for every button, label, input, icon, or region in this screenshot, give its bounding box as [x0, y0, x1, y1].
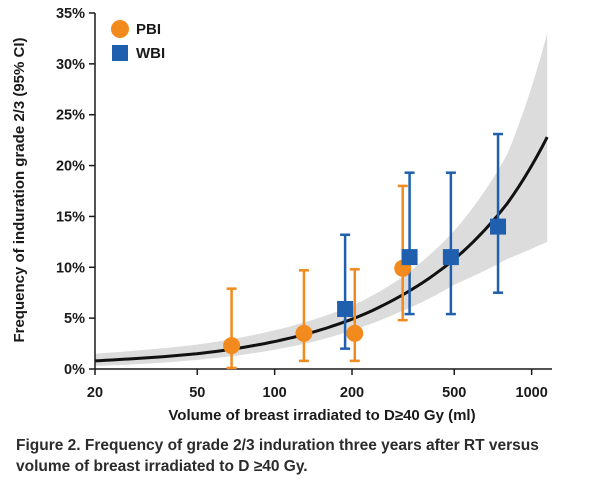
wbi-point	[490, 218, 507, 235]
x-axis-title: Volume of breast irradiated to D≥40 Gy (…	[168, 407, 475, 424]
pbi-point	[295, 324, 313, 342]
wbi-legend-label: WBI	[136, 45, 165, 62]
axes: 0% 5% 10% 15% 20% 25% 30% 35% 20 50 100 200 500 1000	[56, 6, 552, 401]
confidence-band-layer	[95, 33, 548, 366]
confidence-band	[95, 33, 548, 366]
wbi-point	[337, 300, 354, 317]
y-tick-label: 20%	[56, 159, 85, 175]
x-tick-label: 20	[87, 385, 103, 401]
pbi-legend-label: PBI	[136, 21, 161, 38]
fit-curve-layer	[94, 136, 549, 363]
legend: PBI WBI	[111, 20, 165, 62]
y-axis-title: Frequency of induration grade 2/3 (95% C…	[11, 37, 28, 342]
y-tick-label: 10%	[56, 260, 85, 276]
y-tick-label: 35%	[56, 6, 85, 22]
wbi-point	[401, 249, 418, 266]
chart: 0%5%10%15%20%25%30%35%20 50 100 200 500 1000 …	[11, 6, 552, 424]
x-tick-label: 1000	[516, 385, 548, 401]
fit-curve	[94, 136, 549, 363]
data-markers	[223, 218, 507, 355]
y-tick-label: 5%	[64, 311, 85, 327]
x-tick-label: 100	[263, 385, 287, 401]
x-tick-label: 500	[442, 385, 466, 401]
caption-line-1: Figure 2. Frequency of grade 2/3 indurat…	[16, 437, 539, 454]
pbi-legend-marker	[111, 20, 129, 38]
error-bars	[226, 132, 504, 370]
caption-line-2: volume of breast irradiated to D ≥40 Gy.	[16, 458, 308, 475]
pbi-point	[223, 337, 241, 355]
wbi-legend-marker	[112, 45, 128, 61]
x-tick-label: 50	[189, 385, 205, 401]
x-tick-label: 200	[340, 385, 364, 401]
pbi-point	[346, 324, 364, 342]
y-tick-label: 0%	[64, 362, 85, 378]
y-tick-label: 15%	[56, 209, 85, 225]
y-tick-label: 30%	[56, 57, 85, 73]
figure-caption: Figure 2. Frequency of grade 2/3 indurat…	[16, 435, 586, 477]
y-tick-label: 25%	[56, 108, 85, 124]
wbi-point	[442, 249, 459, 266]
